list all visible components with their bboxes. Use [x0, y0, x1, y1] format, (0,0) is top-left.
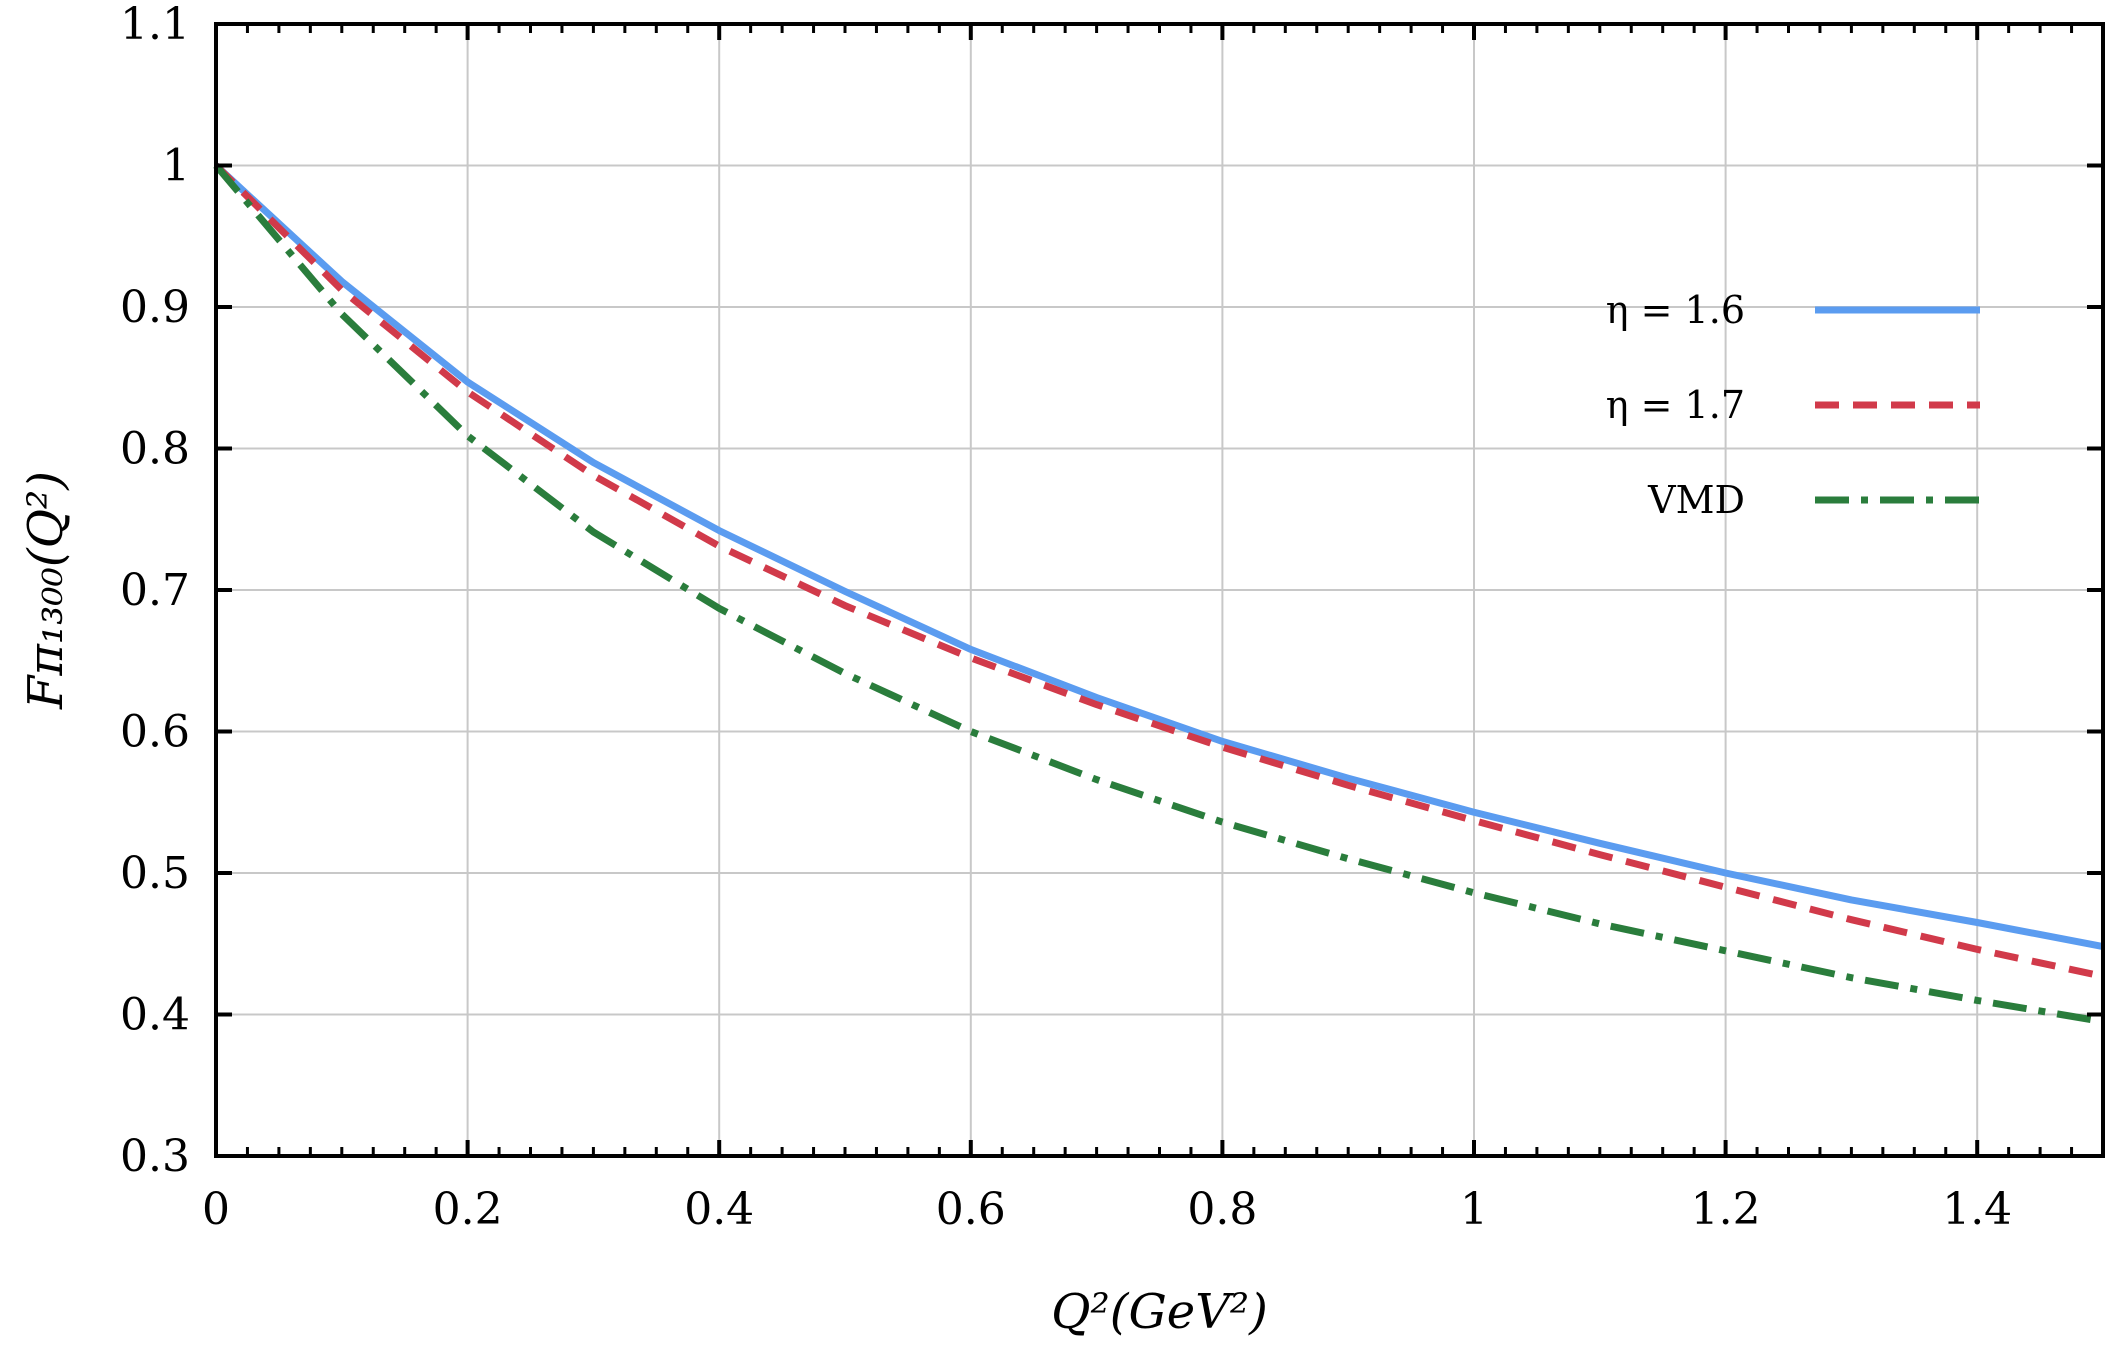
y-tick-label: 0.9	[120, 282, 190, 333]
legend-label-3: VMD	[1647, 478, 1745, 522]
series-line-1	[213, 162, 2104, 951]
y-tick-label: 1	[162, 141, 190, 192]
x-tick-label: 0	[202, 1184, 230, 1235]
y-tick-labels: 0.3 0.4 0.5 0.6 0.7 0.8 0.9 1 1.1	[120, 0, 190, 1182]
series-lines	[213, 162, 2104, 1026]
x-tick-label: 0.8	[1187, 1184, 1257, 1235]
legend: η = 1.6 η = 1.7 VMD	[1606, 288, 1980, 522]
y-tick-label: 0.8	[120, 424, 190, 475]
y-tick-label: 0.6	[120, 707, 190, 758]
x-tick-label: 0.2	[433, 1184, 503, 1235]
x-tick-label: 0.6	[936, 1184, 1006, 1235]
y-tick-label: 0.4	[120, 990, 190, 1041]
x-tick-label: 1.4	[1942, 1184, 2012, 1235]
series-line-2	[213, 163, 2104, 980]
x-tick-label: 1	[1460, 1184, 1488, 1235]
axis-ticks	[214, 22, 2105, 1158]
y-tick-label: 1.1	[120, 0, 190, 50]
series-line-3	[213, 163, 2104, 1026]
x-tick-labels: 0 0.2 0.4 0.6 0.8 1 1.2 1.4	[202, 1184, 2012, 1235]
grid-lines	[216, 24, 2103, 1156]
y-axis-title: Fπ₁₃₀₀(Q²)	[18, 471, 74, 710]
x-tick-label: 1.2	[1691, 1184, 1761, 1235]
legend-label-2: η = 1.7	[1606, 383, 1745, 427]
y-tick-label: 0.7	[120, 565, 190, 616]
x-axis-title: Q²(GeV²)	[1051, 1284, 1268, 1340]
y-tick-label: 0.5	[120, 848, 190, 899]
x-tick-label: 0.4	[684, 1184, 754, 1235]
y-tick-label: 0.3	[120, 1131, 190, 1182]
legend-label-1: η = 1.6	[1606, 288, 1745, 332]
